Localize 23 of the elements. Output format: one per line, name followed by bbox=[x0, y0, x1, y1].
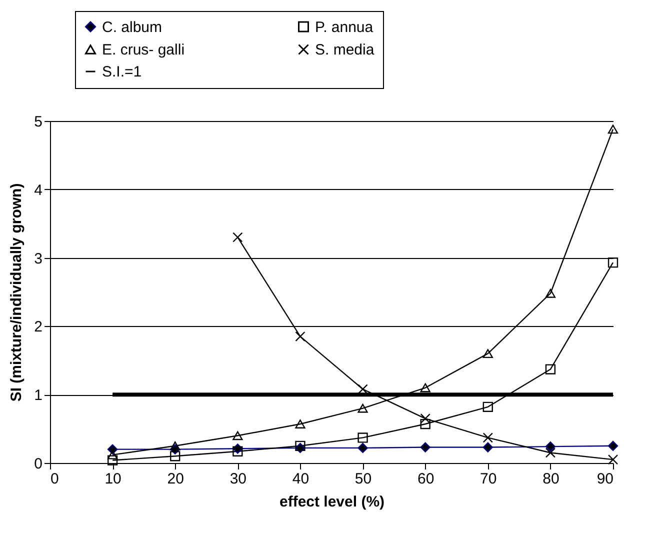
x-tick-label: 50 bbox=[354, 470, 372, 488]
legend-label: E. crus- galli bbox=[102, 42, 185, 58]
x-tick-label: 30 bbox=[230, 470, 247, 488]
y-tick-label: 0 bbox=[34, 456, 42, 472]
x-axis-title: effect level (%) bbox=[279, 494, 385, 510]
x-tick-label: 20 bbox=[167, 470, 184, 488]
legend-label: P. annua bbox=[315, 18, 374, 36]
y-tick-label: 4 bbox=[34, 182, 42, 199]
x-tick-label: 40 bbox=[292, 470, 310, 488]
legend-label: S.I.=1 bbox=[102, 64, 142, 80]
y-axis-title: SI (mixture/individually grown) bbox=[8, 183, 26, 402]
x-tick-label: 70 bbox=[480, 470, 497, 488]
y-tick-label: 3 bbox=[34, 250, 42, 268]
x-tick-label: 80 bbox=[542, 470, 560, 488]
y-tick-label: 2 bbox=[34, 318, 42, 336]
legend-label: S. media bbox=[315, 42, 375, 58]
y-tick-label: 5 bbox=[34, 114, 42, 130]
x-tick-label: 60 bbox=[417, 470, 434, 488]
legend-label: C. album bbox=[102, 18, 162, 36]
x-tick-label: 0 bbox=[50, 470, 59, 488]
x-tick-label: 10 bbox=[104, 470, 122, 488]
y-tick-label: 1 bbox=[34, 387, 42, 404]
x-tick-label: 90 bbox=[596, 470, 614, 488]
